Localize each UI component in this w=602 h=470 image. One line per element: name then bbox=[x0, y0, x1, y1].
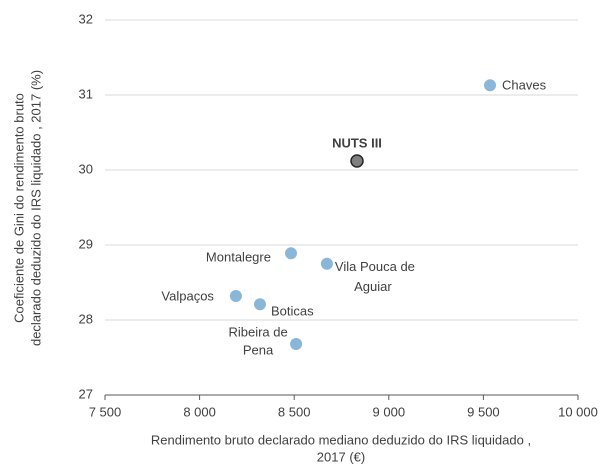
point bbox=[484, 79, 497, 92]
y-tick-label: 28 bbox=[79, 311, 93, 326]
point-label: Ribeira de bbox=[228, 324, 287, 339]
y-tick-label: 30 bbox=[79, 161, 93, 176]
point-label: Vila Pouca de bbox=[335, 259, 415, 274]
point bbox=[253, 298, 266, 311]
point-label: Aguiar bbox=[354, 279, 392, 294]
x-axis-label: Rendimento bruto declarado mediano deduz… bbox=[151, 432, 531, 447]
y-tick-label: 29 bbox=[79, 236, 93, 251]
x-tick-label: 9 500 bbox=[467, 404, 500, 419]
x-tick-label: 9 000 bbox=[373, 404, 406, 419]
y-axis-label: declarado deduzido do IRS liquidado , 20… bbox=[28, 70, 43, 346]
point-label: Boticas bbox=[271, 304, 314, 319]
point bbox=[284, 247, 297, 260]
point-label: Montalegre bbox=[206, 250, 271, 265]
point bbox=[350, 154, 364, 168]
point-label: Valpaços bbox=[161, 288, 214, 303]
y-tick-label: 31 bbox=[79, 86, 93, 101]
x-axis-label: 2017 (€) bbox=[317, 449, 365, 464]
x-tick-label: 8 500 bbox=[278, 404, 311, 419]
y-tick-label: 32 bbox=[79, 11, 93, 26]
x-tick-label: 7 500 bbox=[89, 404, 122, 419]
point bbox=[320, 257, 333, 270]
y-axis-label: Coeficiente de Gini do rendimento bruto bbox=[11, 93, 26, 323]
x-tick-label: 8 000 bbox=[183, 404, 216, 419]
point-label: Pena bbox=[243, 342, 274, 357]
x-tick-label: 10 000 bbox=[558, 404, 598, 419]
y-tick-label: 27 bbox=[79, 386, 93, 401]
point bbox=[290, 338, 303, 350]
point-label: NUTS III bbox=[332, 135, 382, 150]
point-label: Chaves bbox=[502, 78, 547, 93]
point bbox=[229, 290, 242, 302]
